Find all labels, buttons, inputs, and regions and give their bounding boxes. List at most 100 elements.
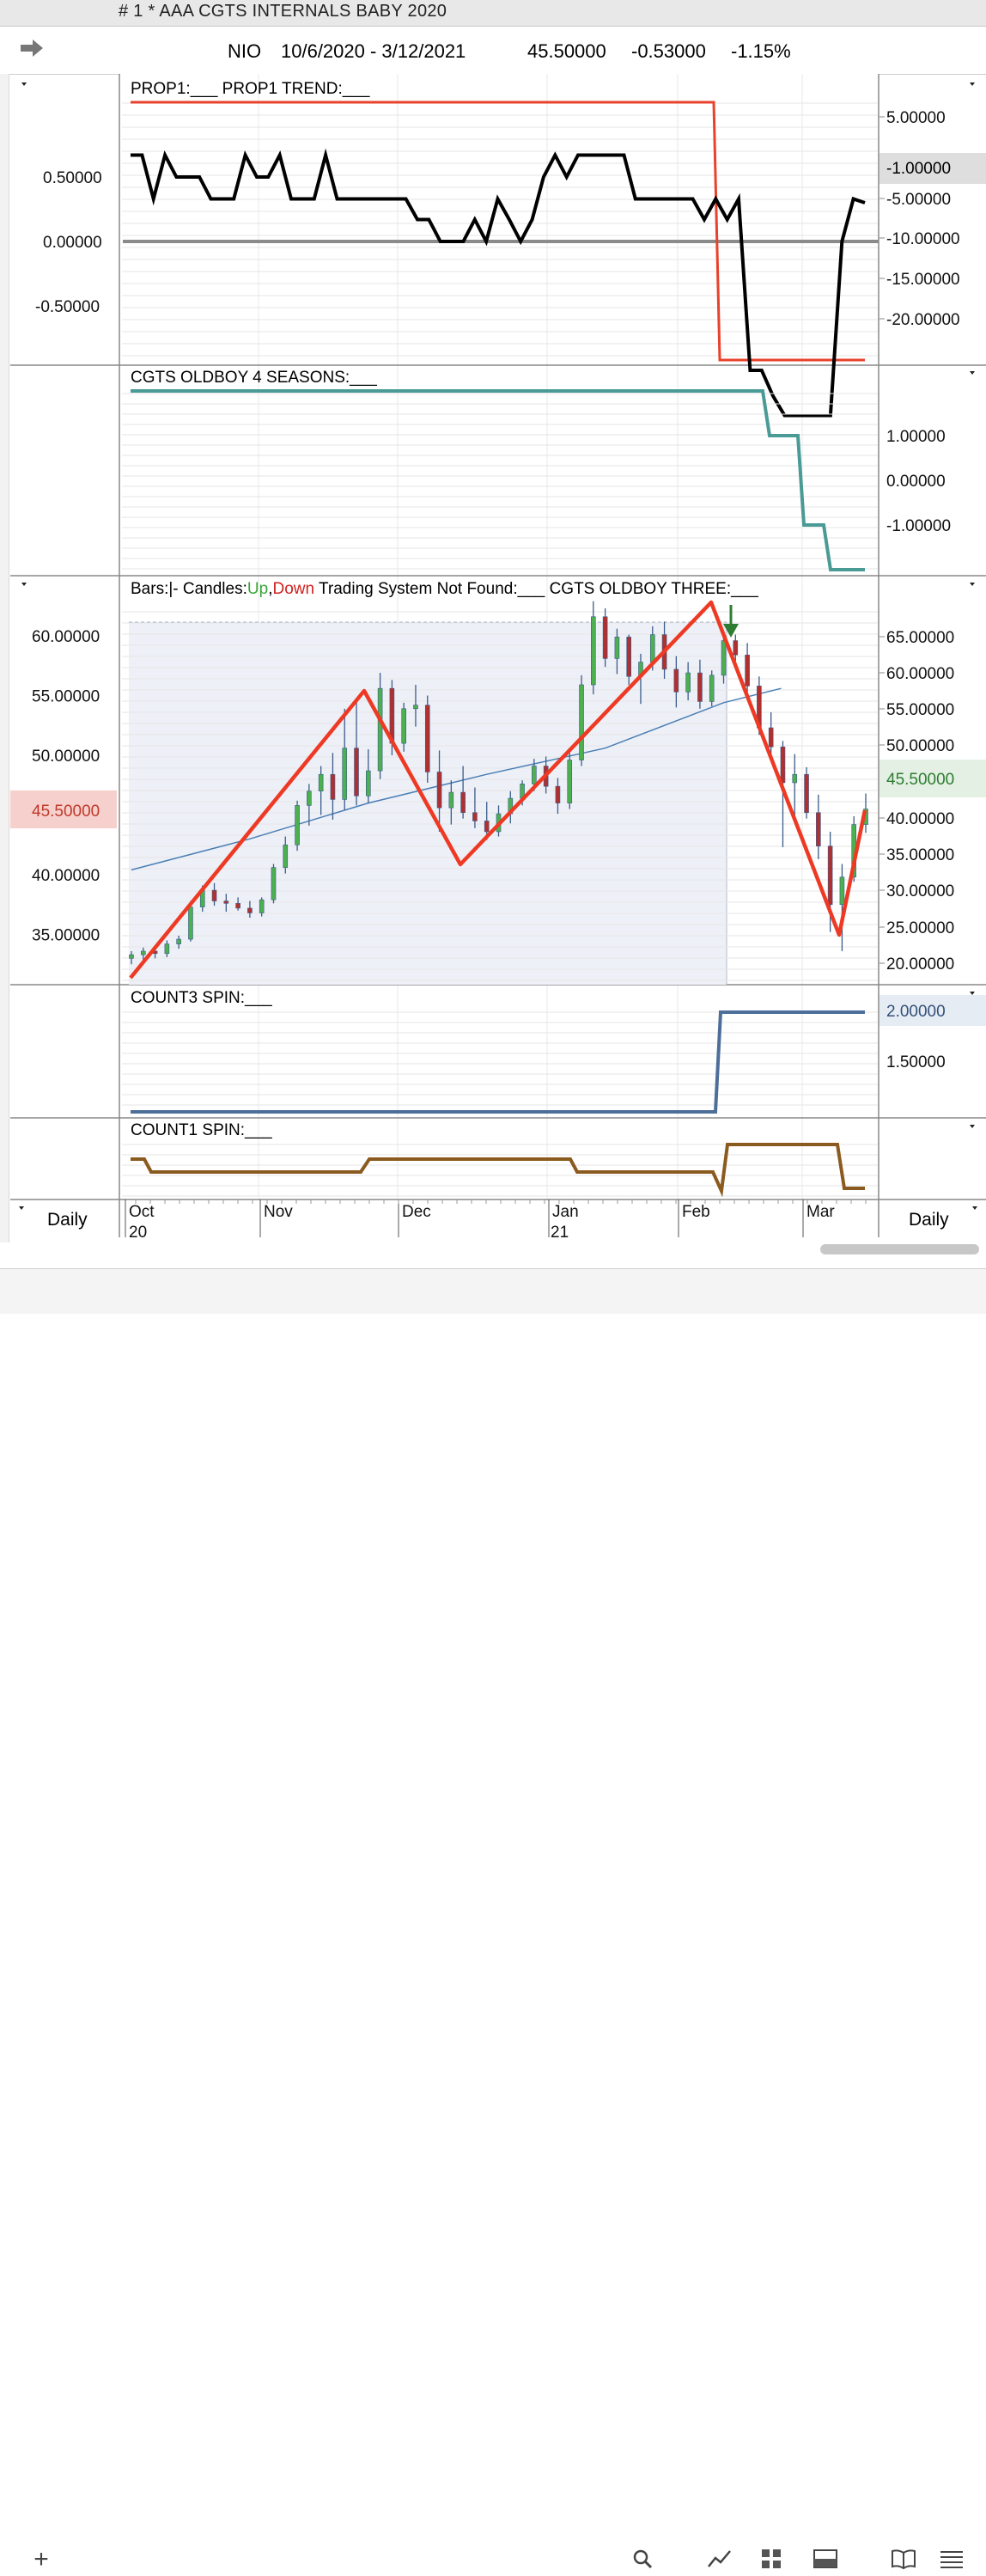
x-axis[interactable]: Oct Nov Dec Jan Feb Mar 20 21 <box>125 1199 867 1242</box>
month-label: Feb <box>682 1203 710 1221</box>
prop1-right-tick: -15.00000 <box>886 271 960 289</box>
price-title-prefix: Bars:|- Candles: <box>131 580 247 598</box>
prop1-right-tick: -5.00000 <box>886 191 951 209</box>
price-left-axis: 60.00000 55.00000 50.00000 40.00000 35.00000 <box>32 628 100 945</box>
candle-body <box>354 748 359 797</box>
grid-icon[interactable] <box>758 2548 784 2572</box>
pane-menu-icons[interactable] <box>19 82 977 1210</box>
candle-body <box>259 899 265 913</box>
count3-right-tick: 1.50000 <box>886 1053 946 1071</box>
pane-price[interactable]: Bars:|- Candles:Up,Down Trading System N… <box>10 580 986 985</box>
candle-body <box>532 766 537 784</box>
quote-change: -0.53000 <box>631 40 706 62</box>
price-left-tick: 40.00000 <box>32 867 100 885</box>
candle-up <box>721 633 727 684</box>
quote-last-price: 45.50000 <box>527 40 606 62</box>
candle-body <box>768 727 774 748</box>
candle-body <box>733 640 739 656</box>
count1-gridlines <box>122 1144 878 1197</box>
candle-up <box>295 800 300 852</box>
pane-menu-icon[interactable] <box>970 1125 975 1128</box>
candle-up <box>318 766 324 815</box>
pane-menu-icon[interactable] <box>21 583 27 586</box>
periodicity-right[interactable]: Daily <box>909 1210 949 1230</box>
pane-menu-icon[interactable] <box>972 1206 977 1210</box>
candle-body <box>697 672 703 702</box>
price-title: Bars:|- Candles:Up,Down Trading System N… <box>131 580 758 598</box>
candle-down <box>235 897 240 911</box>
prop1-trend-line <box>131 101 865 362</box>
month-label: Oct <box>129 1203 155 1221</box>
prop1-title: PROP1:___ PROP1 TREND:___ <box>131 80 370 98</box>
pane-menu-icon[interactable] <box>970 371 975 375</box>
prop1-left-tick: -0.50000 <box>35 298 100 316</box>
candle-body <box>472 812 478 821</box>
chart-canvas[interactable]: PROP1:___ PROP1 TREND:___ 0.50000 0.00000… <box>0 74 986 1242</box>
candle-up <box>448 780 454 825</box>
candle-body <box>436 772 442 809</box>
prop1-right-tick: -20.00000 <box>886 311 960 329</box>
pane-menu-icon[interactable] <box>970 583 975 586</box>
price-right-tick: 20.00000 <box>886 955 954 974</box>
candle-down <box>424 695 430 783</box>
price-left-last-badge-value: 45.50000 <box>32 803 100 821</box>
search-icon[interactable] <box>630 2548 655 2572</box>
candle-up <box>307 784 312 827</box>
candle-down <box>780 741 786 848</box>
candle-body <box>567 760 573 803</box>
candle-down <box>768 711 774 757</box>
left-edge-strip <box>0 74 9 1242</box>
prop1-gridlines <box>122 102 878 357</box>
count3-line <box>131 1010 865 1114</box>
candle-body <box>673 668 679 693</box>
candle-body <box>804 773 809 814</box>
navigate-arrow-icon[interactable] <box>19 37 45 64</box>
candle-body <box>140 950 146 955</box>
price-left-tick: 60.00000 <box>32 628 100 646</box>
count3-right-axis: 1.50000 <box>886 1053 946 1071</box>
candle-body <box>792 773 798 784</box>
horizontal-scrollbar[interactable] <box>820 1244 979 1254</box>
prop1-left-axis: 0.50000 0.00000 -0.50000 <box>35 169 102 316</box>
seasons-title: CGTS OLDBOY 4 SEASONS:___ <box>131 369 377 387</box>
pane-menu-icon[interactable] <box>970 992 975 995</box>
candle-body <box>685 672 691 693</box>
candle-body <box>401 708 406 744</box>
add-icon[interactable]: + <box>33 2545 49 2573</box>
bottom-toolbar: + <box>0 1268 986 2573</box>
pane-menu-icon[interactable] <box>19 1206 24 1210</box>
line-chart-icon[interactable] <box>707 2548 733 2572</box>
candle-up <box>401 702 406 752</box>
candle-down <box>626 634 631 685</box>
candle-down <box>484 802 490 840</box>
quote-bar: NIO 10/6/2020 - 3/12/2021 45.50000 -0.53… <box>0 27 986 75</box>
pane-prop1[interactable]: PROP1:___ PROP1 TREND:___ 0.50000 0.00000… <box>35 80 986 418</box>
candle-body <box>827 845 833 906</box>
price-right-tick: 50.00000 <box>886 737 954 755</box>
candle-body <box>330 773 336 800</box>
book-icon[interactable] <box>890 2548 916 2572</box>
candle-down <box>247 900 253 919</box>
panel-icon[interactable] <box>813 2548 838 2572</box>
candle-body <box>342 748 348 800</box>
prop1-left-tick: 0.50000 <box>43 169 102 187</box>
prop1-last-badge <box>879 153 986 184</box>
candle-body <box>377 687 383 772</box>
menu-icon[interactable] <box>939 2548 965 2572</box>
pane-menu-icon[interactable] <box>970 82 975 86</box>
year-label: 21 <box>551 1224 569 1242</box>
candle-body <box>271 867 277 900</box>
pane-count3[interactable]: COUNT3 SPIN:___ 2.00000 1.50000 <box>122 989 986 1114</box>
periodicity-left[interactable]: Daily <box>47 1210 88 1230</box>
price-right-tick: 30.00000 <box>886 882 954 900</box>
candle-up <box>377 673 383 779</box>
quote-percent-change: -1.15% <box>731 40 791 62</box>
candle-down <box>555 778 561 815</box>
seasons-right-tick: 0.00000 <box>886 473 946 491</box>
price-right-tick: 55.00000 <box>886 701 954 719</box>
pane-menu-icon[interactable] <box>21 82 27 86</box>
candle-body <box>307 791 312 806</box>
pane-count1[interactable]: COUNT1 SPIN:___ <box>122 1121 878 1198</box>
candle-up <box>792 754 798 816</box>
pane-seasons[interactable]: CGTS OLDBOY 4 SEASONS:___ 1.00000 0.00000… <box>122 369 951 571</box>
